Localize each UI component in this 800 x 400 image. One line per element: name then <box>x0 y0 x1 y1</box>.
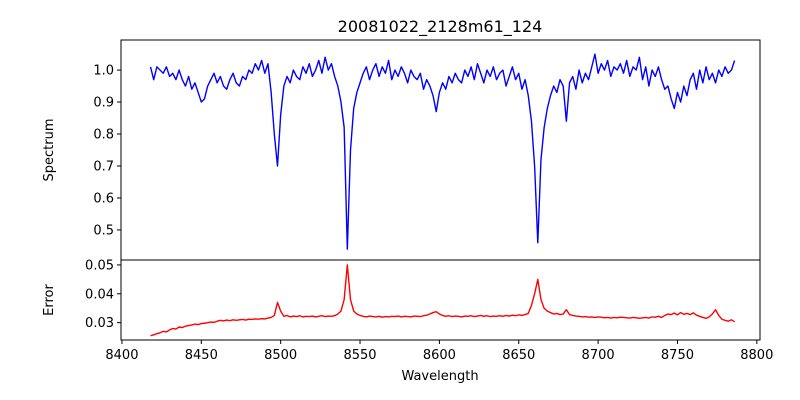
x-tick-label: 8600 <box>423 348 456 363</box>
spectrum-y-tick-label: 0.9 <box>93 96 114 111</box>
spectrum-y-tick-label: 0.5 <box>93 223 114 238</box>
spectrum-y-tick-label: 0.7 <box>93 159 114 174</box>
x-tick-label: 8500 <box>264 348 297 363</box>
spectrum-y-tick-label: 1.0 <box>93 64 114 79</box>
error-y-tick-label: 0.03 <box>85 316 114 331</box>
x-tick-label: 8750 <box>661 348 694 363</box>
error-series-line <box>150 264 735 337</box>
x-tick-label: 8450 <box>185 348 218 363</box>
error-y-axis-label: Error <box>42 284 57 316</box>
spectrum-y-tick-label: 0.8 <box>93 128 114 143</box>
x-tick-label: 8700 <box>582 348 615 363</box>
spectrum-y-tick-label: 0.6 <box>93 191 114 206</box>
x-tick-label: 8550 <box>343 348 376 363</box>
error-axes-frame <box>120 259 761 341</box>
spectrum-series-line <box>149 53 736 250</box>
x-axis-label: Wavelength <box>401 369 478 384</box>
x-tick-label: 8800 <box>740 348 773 363</box>
x-tick-label: 8400 <box>105 348 138 363</box>
spectrum-y-axis-label: Spectrum <box>42 119 57 182</box>
error-y-tick-label: 0.05 <box>85 258 114 273</box>
x-tick-label: 8650 <box>502 348 535 363</box>
chart-title: 20081022_2128m61_124 <box>338 17 543 37</box>
error-y-tick-label: 0.04 <box>85 287 114 302</box>
